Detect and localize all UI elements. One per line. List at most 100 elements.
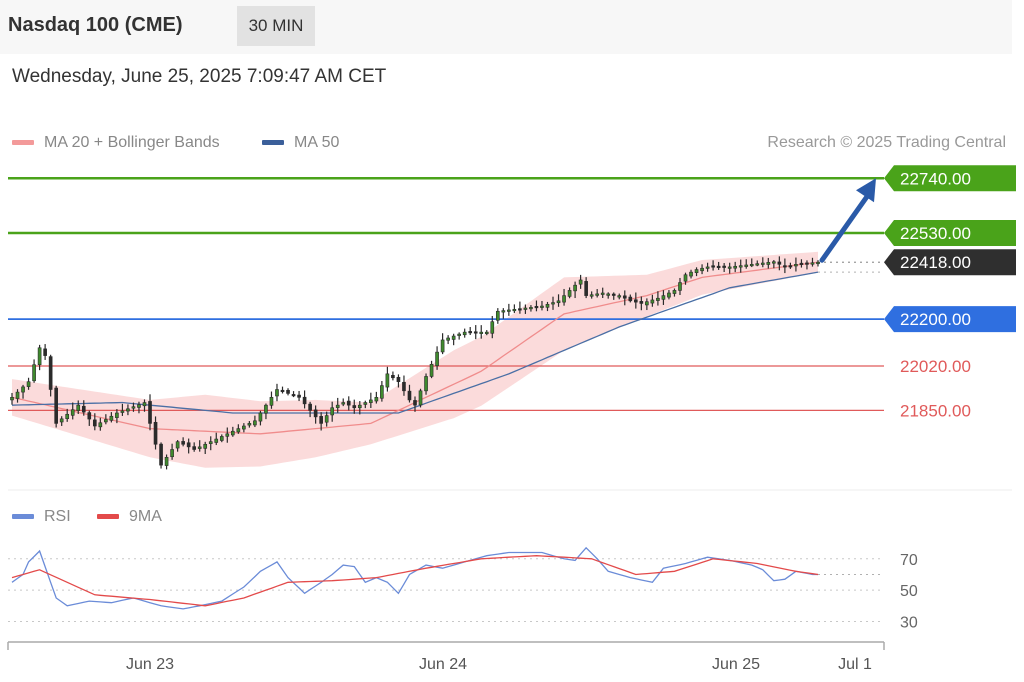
- pivot-label-tag: [884, 306, 1016, 333]
- candle-body: [26, 381, 31, 387]
- candle-body: [413, 400, 417, 406]
- bollinger-band: [12, 251, 818, 468]
- candle-body: [689, 271, 693, 277]
- candle-body: [313, 409, 318, 418]
- rsi-line: [11, 546, 818, 610]
- candle-body: [611, 293, 616, 296]
- candle-body: [170, 449, 174, 458]
- candle-body: [567, 290, 572, 297]
- candle-body: [402, 381, 406, 392]
- candle-body: [104, 419, 108, 423]
- x-tick-label: Jun 25: [712, 656, 760, 673]
- candle-body: [711, 265, 715, 268]
- candle-body: [280, 389, 285, 393]
- candle-body: [264, 404, 268, 414]
- candle-body: [407, 390, 412, 401]
- candle-body: [335, 404, 340, 408]
- candle-body: [214, 438, 219, 443]
- ma20-legend-label: MA 20 + Bollinger Bands: [44, 134, 220, 151]
- candle-body: [744, 264, 749, 267]
- resistance-level-label: 22740.00: [900, 169, 971, 188]
- legend-rsi: RSI: [12, 508, 71, 526]
- candle-body: [656, 297, 660, 301]
- candle-body: [137, 404, 141, 408]
- candle-body: [562, 295, 566, 303]
- candle-body: [98, 422, 103, 428]
- instrument-title: Nasdaq 100 (CME): [8, 14, 183, 36]
- candle-body: [286, 389, 290, 394]
- candle-body: [181, 441, 185, 445]
- candle-body: [159, 443, 163, 466]
- candle-body: [43, 348, 47, 356]
- resistance-label-tag: [884, 220, 1016, 247]
- candle-body: [131, 406, 136, 409]
- candle-body: [120, 410, 125, 413]
- candle-body: [551, 302, 555, 305]
- candle-body: [716, 265, 721, 268]
- candle-body: [622, 295, 627, 299]
- candle-body: [529, 307, 533, 310]
- x-tick-label: Jun 23: [126, 656, 174, 673]
- candle-body: [573, 284, 577, 292]
- rsi-ma-line: [11, 555, 819, 607]
- candle-body: [385, 373, 390, 388]
- candle-body: [153, 421, 158, 445]
- candle-body: [396, 376, 401, 382]
- candle-body: [805, 262, 809, 265]
- candle-body: [777, 261, 782, 265]
- candle-body: [545, 304, 550, 308]
- candle-body: [76, 404, 81, 411]
- support-level-label: 21850.00: [900, 401, 971, 420]
- candle-body: [772, 261, 776, 264]
- candle-body: [584, 281, 588, 296]
- candle-body: [523, 307, 528, 310]
- candle-body: [297, 394, 301, 398]
- support-level-label: 22020.00: [900, 357, 971, 376]
- candle-body: [219, 436, 224, 441]
- candle-body: [148, 401, 152, 424]
- candle-body: [253, 420, 257, 426]
- candle-body: [92, 419, 97, 427]
- rsi-legend-swatch: [12, 514, 34, 520]
- candle-body: [363, 402, 368, 405]
- candle-body: [495, 310, 500, 321]
- candle-body: [738, 265, 743, 268]
- candle-body: [760, 262, 765, 265]
- candle-body: [788, 265, 793, 268]
- projection-arrow-shaft: [819, 189, 873, 263]
- last-label-tag: [884, 249, 1016, 276]
- candle-body: [755, 263, 760, 266]
- candle-body: [617, 295, 622, 298]
- candle-body: [269, 397, 274, 406]
- candle-body: [518, 308, 522, 311]
- candle-body: [501, 310, 506, 313]
- candle-body: [231, 430, 235, 436]
- candle-body: [490, 321, 495, 334]
- ma50-legend-label: MA 50: [294, 134, 340, 151]
- candle-body: [446, 337, 450, 341]
- candle-body: [462, 331, 467, 336]
- candle-body: [634, 299, 638, 303]
- candle-body: [578, 279, 583, 285]
- candle-body: [81, 405, 86, 413]
- candle-body: [54, 387, 58, 424]
- candle-body: [595, 293, 599, 296]
- candle-body: [678, 282, 682, 291]
- candle-body: [126, 408, 130, 412]
- candle-body: [661, 295, 666, 300]
- legend-ma50: MA 50: [262, 134, 339, 152]
- candle-body: [783, 265, 787, 268]
- candle-body: [380, 385, 384, 399]
- candle-body: [816, 261, 820, 265]
- interval-button[interactable]: 30 MIN: [237, 6, 315, 46]
- resistance-level-label: 22530.00: [900, 224, 971, 243]
- candle-body: [667, 292, 671, 298]
- candle-body: [225, 433, 230, 437]
- candle-body: [810, 262, 815, 265]
- candle-body: [556, 300, 561, 304]
- ma20-legend-swatch: [12, 140, 34, 146]
- legend-9ma: 9MA: [97, 508, 162, 526]
- timestamp: Wednesday, June 25, 2025 7:09:47 AM CET: [12, 66, 387, 87]
- research-credit: Research © 2025 Trading Central: [767, 134, 1006, 151]
